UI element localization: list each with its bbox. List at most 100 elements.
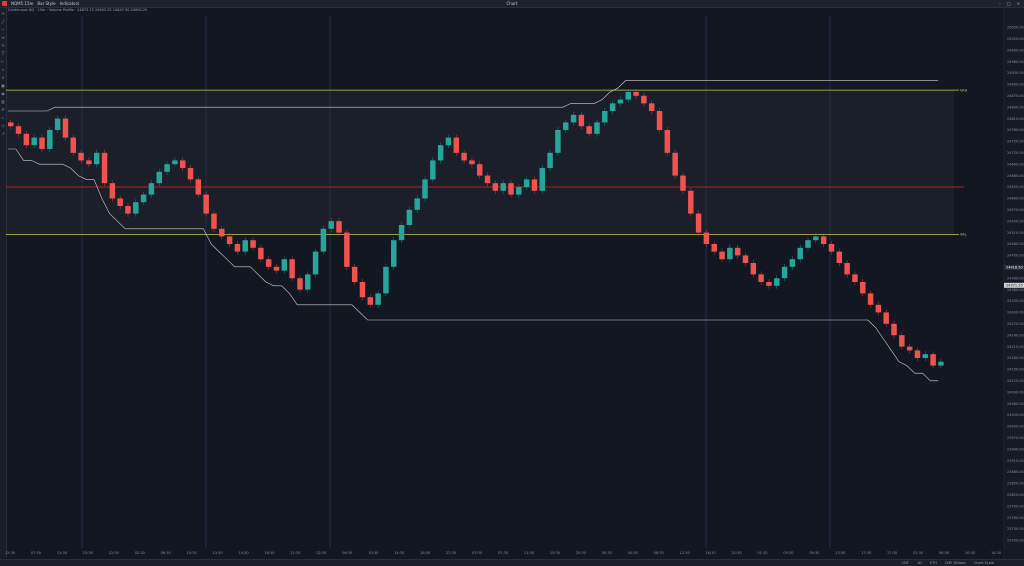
- candle-body: [242, 240, 248, 252]
- x-tick-label: 02:30: [135, 551, 145, 555]
- price-label: 24371.25: [1006, 284, 1023, 288]
- candle-body: [836, 251, 843, 263]
- x-tick-label: 21:30: [731, 551, 741, 555]
- candle-body: [734, 247, 741, 256]
- y-tick-label: 24810.00: [1007, 117, 1024, 121]
- x-tick-label: 06:30: [939, 551, 949, 555]
- x-tick-label: 02:30: [913, 551, 923, 555]
- y-tick-label: 24030.00: [1007, 413, 1024, 417]
- candle-body: [258, 247, 264, 260]
- candle-body: [672, 152, 678, 176]
- zoom-icon[interactable]: ⌕: [1, 67, 5, 72]
- crosshair-icon[interactable]: +: [1, 11, 5, 16]
- price-chart[interactable]: 25050.00 25020.00 24990.00 24960.00 24930.00…: [6, 8, 1024, 559]
- candle-body: [586, 126, 592, 134]
- candle-body: [781, 266, 788, 279]
- y-tick-label: 23880.00: [1007, 470, 1024, 474]
- shape-icon[interactable]: ◇: [1, 123, 5, 128]
- y-tick-label: 24930.00: [1007, 71, 1024, 75]
- candle-body: [398, 225, 405, 241]
- y-tick-label: 24870.00: [1007, 94, 1024, 98]
- candle-body: [367, 297, 374, 305]
- candle-body: [187, 168, 194, 180]
- lock-icon[interactable]: ▣: [1, 83, 5, 88]
- candle-body: [383, 266, 389, 294]
- candle-body: [344, 232, 350, 267]
- session-label[interactable]: CME Globex: [944, 561, 966, 565]
- x-tick-label: 15:30: [83, 551, 93, 555]
- pencil-icon[interactable]: ✐: [1, 107, 5, 112]
- scale-label[interactable]: Chart Scale: [973, 561, 994, 565]
- candle-body: [789, 259, 796, 267]
- x-tick-label: 10:30: [187, 551, 197, 555]
- eye-icon[interactable]: ◉: [1, 91, 5, 96]
- candle-body: [70, 137, 77, 153]
- x-tick-label: 06:30: [161, 551, 171, 555]
- candle-body: [391, 240, 397, 267]
- trash-icon[interactable]: ▥: [1, 99, 5, 104]
- y-tick-label: 24390.00: [1007, 276, 1024, 280]
- horizontal-line-icon[interactable]: ─: [1, 27, 5, 32]
- candle-body: [648, 103, 655, 111]
- candle-body: [78, 152, 84, 161]
- candle-body: [680, 175, 686, 191]
- y-tick-label: 24510.00: [1007, 231, 1024, 235]
- y-tick-label: 24180.00: [1007, 356, 1024, 360]
- candle-body: [813, 236, 819, 241]
- chart-type-selector[interactable]: Bar Style: [37, 1, 56, 6]
- x-tick-label: 13:30: [835, 551, 845, 555]
- x-tick-label: 15:30: [550, 551, 560, 555]
- candle-body: [500, 183, 506, 191]
- candle-body: [265, 259, 272, 267]
- x-tick-label: 12:30: [680, 551, 690, 555]
- maximize-icon[interactable]: □: [1006, 1, 1011, 6]
- candle-body: [664, 130, 671, 153]
- candle-body: [414, 198, 420, 210]
- y-tick-label: 24960.00: [1007, 60, 1024, 64]
- y-tick-label: 23970.00: [1007, 436, 1024, 440]
- candle-body: [899, 335, 905, 347]
- x-tick-label: 11:30: [57, 551, 67, 555]
- measure-icon[interactable]: ⊢: [1, 59, 5, 64]
- x-tick-label: 09:30: [809, 551, 819, 555]
- candle-body: [195, 179, 202, 195]
- candle-body: [336, 221, 342, 233]
- candle-body: [156, 171, 162, 184]
- candle-body: [742, 255, 749, 263]
- x-tick-label: 14:30: [991, 551, 1001, 555]
- candle-body: [422, 179, 428, 199]
- y-tick-label: 23910.00: [1007, 459, 1024, 463]
- x-tick-label: 21:30: [290, 551, 300, 555]
- candle-body: [938, 361, 944, 366]
- candle-body: [805, 240, 811, 248]
- candle-body: [578, 114, 585, 127]
- fib-icon[interactable]: ≡: [1, 35, 5, 40]
- candle-body: [719, 251, 725, 260]
- trend-line-icon[interactable]: ╱: [1, 19, 5, 24]
- ruler-icon[interactable]: ⊥: [1, 115, 5, 120]
- candle-body: [609, 103, 616, 111]
- symbol-selector[interactable]: NQM5 15m: [11, 1, 34, 6]
- brush-icon[interactable]: ✎: [1, 43, 5, 48]
- arrow-icon[interactable]: ↗: [1, 131, 5, 136]
- drawing-toolbar: + ╱ ─ ≡ ✎ T ⊢ ⌕ ∩ ▣ ◉ ▥ ✐ ⊥ ◇ ↗: [0, 8, 7, 558]
- magnet-icon[interactable]: ∩: [1, 75, 5, 80]
- candle-body: [656, 111, 663, 130]
- close-icon[interactable]: ×: [1016, 1, 1020, 6]
- y-tick-label: 24120.00: [1007, 379, 1024, 383]
- bottom-bar: CDT 1D ETH CME Globex Chart Scale: [0, 559, 1024, 566]
- text-icon[interactable]: T: [1, 51, 5, 56]
- zoom-label[interactable]: 1D: [916, 561, 922, 565]
- candle-body: [140, 194, 147, 203]
- x-tick-label: 00:30: [602, 551, 612, 555]
- minimize-icon[interactable]: –: [998, 1, 1001, 6]
- hours-label[interactable]: ETH: [929, 561, 937, 565]
- candle-body: [602, 111, 608, 123]
- timezone-label[interactable]: CDT: [901, 561, 909, 565]
- candle-body: [445, 137, 452, 146]
- x-tick-label: 07:30: [31, 551, 41, 555]
- x-tick-label: 06:30: [342, 551, 352, 555]
- indicators-button[interactable]: Indicators: [59, 1, 80, 6]
- candle-body: [774, 278, 780, 286]
- x-tick-label: 07:30: [498, 551, 508, 555]
